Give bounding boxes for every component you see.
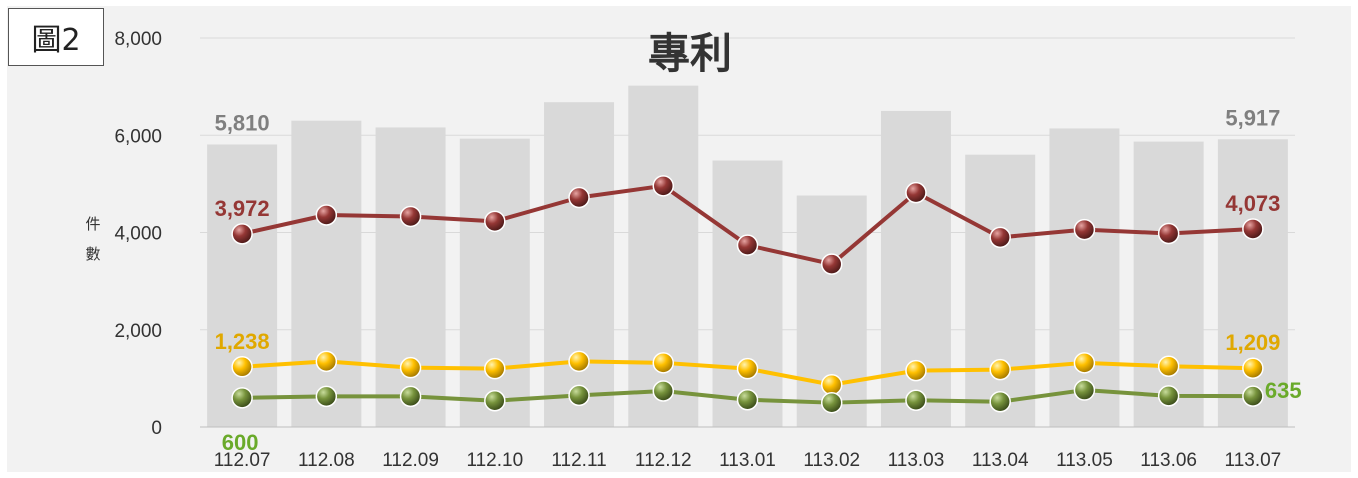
bar bbox=[1217, 139, 1288, 427]
series-point bbox=[989, 226, 1011, 249]
series-point bbox=[1242, 385, 1264, 407]
y-tick-label: 8,000 bbox=[114, 29, 162, 50]
x-tick-label: 113.02 bbox=[803, 450, 860, 471]
series-point bbox=[736, 234, 759, 256]
x-tick-label: 112.07 bbox=[214, 450, 271, 471]
series-point bbox=[652, 175, 675, 197]
x-tick-label: 113.06 bbox=[1140, 450, 1197, 471]
series-point bbox=[1073, 352, 1096, 374]
line-data-label: 4,073 bbox=[1225, 191, 1280, 216]
series-point bbox=[231, 223, 253, 245]
series-point bbox=[399, 205, 422, 228]
series-point bbox=[399, 385, 422, 408]
series-point bbox=[1157, 355, 1180, 377]
line-data-label: 1,238 bbox=[215, 329, 270, 354]
line-data-label: 3,972 bbox=[215, 196, 270, 221]
series-point bbox=[1157, 385, 1180, 407]
series-point bbox=[568, 350, 590, 373]
series-point bbox=[905, 389, 927, 412]
x-tick-label: 112.11 bbox=[551, 450, 606, 471]
series-point bbox=[989, 358, 1011, 381]
series-point bbox=[484, 210, 506, 233]
series-point bbox=[484, 389, 506, 412]
series-point bbox=[905, 181, 927, 204]
series-point bbox=[820, 373, 843, 396]
series-point bbox=[399, 356, 422, 379]
x-tick-label: 113.03 bbox=[888, 450, 945, 471]
series-point bbox=[736, 389, 759, 411]
series-point bbox=[315, 385, 338, 408]
series-point bbox=[315, 204, 338, 226]
series-point bbox=[484, 357, 506, 380]
bar bbox=[459, 138, 530, 427]
series-point bbox=[652, 380, 675, 402]
figure-label: 圖2 bbox=[8, 8, 104, 66]
series-point bbox=[1073, 218, 1096, 241]
x-tick-label: 112.12 bbox=[635, 450, 692, 471]
line-data-label: 600 bbox=[222, 430, 259, 455]
x-tick-label: 113.07 bbox=[1225, 450, 1282, 471]
bar bbox=[291, 120, 362, 427]
axes: 0 2,000 4,000 6,000 8,000 112.07 112.08 112.09 1… bbox=[114, 29, 1295, 471]
x-tick-label: 113.05 bbox=[1056, 450, 1113, 471]
y-tick-label: 4,000 bbox=[114, 224, 162, 245]
line-data-label: 1,209 bbox=[1225, 330, 1280, 355]
series-point bbox=[568, 186, 590, 209]
bar bbox=[965, 154, 1036, 427]
x-tick-label: 113.04 bbox=[972, 450, 1029, 471]
bar bbox=[1049, 128, 1120, 427]
series-point bbox=[231, 356, 253, 378]
bar bbox=[207, 144, 278, 427]
series-point bbox=[231, 387, 253, 409]
y-tick-label: 0 bbox=[151, 418, 162, 439]
x-tick-label: 113.01 bbox=[719, 450, 776, 471]
chart-title: 專利 bbox=[648, 29, 732, 78]
bars bbox=[207, 85, 1288, 428]
series-point bbox=[989, 390, 1011, 413]
y-tick-label: 6,000 bbox=[114, 126, 162, 147]
bar bbox=[544, 102, 615, 427]
bar bbox=[712, 160, 783, 427]
x-tick-label: 112.08 bbox=[298, 450, 355, 471]
series-point bbox=[820, 253, 843, 275]
bar bbox=[1133, 141, 1204, 428]
series-point bbox=[652, 352, 675, 374]
series-point bbox=[1073, 379, 1096, 401]
series-point bbox=[1242, 357, 1264, 379]
series-point bbox=[736, 357, 759, 380]
x-tick-label: 112.10 bbox=[466, 450, 523, 471]
y-tick-label: 2,000 bbox=[114, 321, 162, 342]
line-data-label: 635 bbox=[1265, 378, 1302, 403]
series-point bbox=[905, 359, 927, 382]
data-labels: 5,810 5,917 3,972 4,073 1,238 1,209 600 635 bbox=[215, 105, 1302, 455]
series-point bbox=[820, 391, 843, 414]
series-point bbox=[315, 350, 338, 373]
bar bbox=[628, 85, 699, 427]
bar bbox=[375, 127, 446, 427]
bar-data-label: 5,917 bbox=[1225, 105, 1280, 130]
series-point bbox=[1242, 218, 1264, 240]
y-axis-label-part2: 數 bbox=[85, 245, 100, 263]
x-tick-label: 112.09 bbox=[382, 450, 439, 471]
series-lines bbox=[231, 175, 1264, 414]
series-point bbox=[1157, 222, 1180, 245]
bar-data-label: 5,810 bbox=[215, 110, 270, 135]
series-point bbox=[568, 384, 590, 407]
y-axis-label-part1: 件 bbox=[85, 215, 100, 233]
